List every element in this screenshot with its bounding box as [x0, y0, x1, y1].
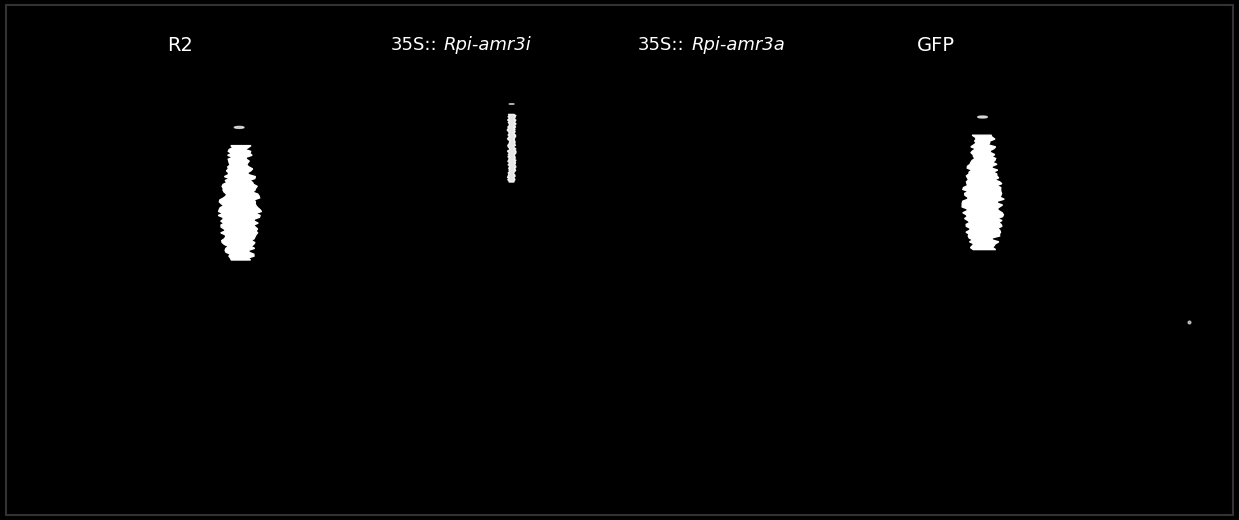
Polygon shape — [509, 103, 514, 105]
Text: Rpi-amr3a: Rpi-amr3a — [691, 36, 786, 55]
Polygon shape — [234, 126, 244, 128]
Polygon shape — [963, 135, 1004, 250]
Text: R2: R2 — [167, 36, 193, 56]
Text: 35S::: 35S:: — [638, 36, 685, 55]
Polygon shape — [978, 116, 987, 118]
Text: Rpi-amr3i: Rpi-amr3i — [444, 36, 532, 55]
Text: 35S::: 35S:: — [390, 36, 437, 55]
Polygon shape — [508, 114, 515, 182]
Polygon shape — [218, 146, 261, 260]
Text: GFP: GFP — [917, 36, 955, 56]
